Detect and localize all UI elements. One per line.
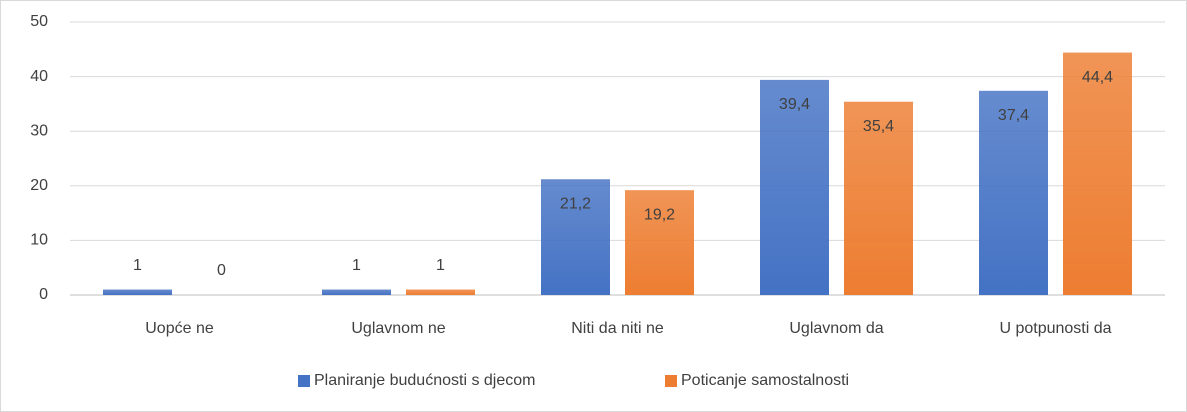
bar <box>979 90 1048 296</box>
bar <box>406 289 475 295</box>
y-tick-label: 40 <box>30 68 48 85</box>
bar <box>760 79 829 295</box>
x-tick-label: U potpunosti da <box>999 320 1111 337</box>
bar <box>322 289 391 295</box>
bar <box>541 179 610 295</box>
value-label: 19,2 <box>644 206 675 223</box>
value-label: 39,4 <box>779 96 810 113</box>
y-tick-label: 0 <box>39 286 48 303</box>
value-label: 0 <box>217 262 226 279</box>
y-tick-label: 20 <box>30 177 48 194</box>
y-tick-label: 10 <box>30 232 48 249</box>
bar <box>103 289 172 295</box>
value-label: 1 <box>436 257 445 274</box>
bar <box>844 101 913 295</box>
bar <box>625 190 694 295</box>
legend-swatch <box>298 375 310 387</box>
value-label: 35,4 <box>863 118 894 135</box>
x-tick-label: Uglavnom da <box>789 320 883 337</box>
x-tick-label: Uopće ne <box>145 320 214 337</box>
y-tick-label: 50 <box>30 13 48 30</box>
value-label: 1 <box>133 257 142 274</box>
legend-label: Planiranje budućnosti s djecom <box>314 372 535 389</box>
x-tick-label: Uglavnom ne <box>351 320 445 337</box>
value-label: 37,4 <box>998 107 1029 124</box>
value-label: 21,2 <box>560 195 591 212</box>
y-tick-label: 30 <box>30 122 48 139</box>
legend-label: Poticanje samostalnosti <box>681 372 849 389</box>
value-label: 1 <box>352 257 361 274</box>
x-tick-label: Niti da niti ne <box>571 320 664 337</box>
bar <box>1063 52 1132 295</box>
legend-swatch <box>665 375 677 387</box>
value-label: 44,4 <box>1082 69 1113 86</box>
